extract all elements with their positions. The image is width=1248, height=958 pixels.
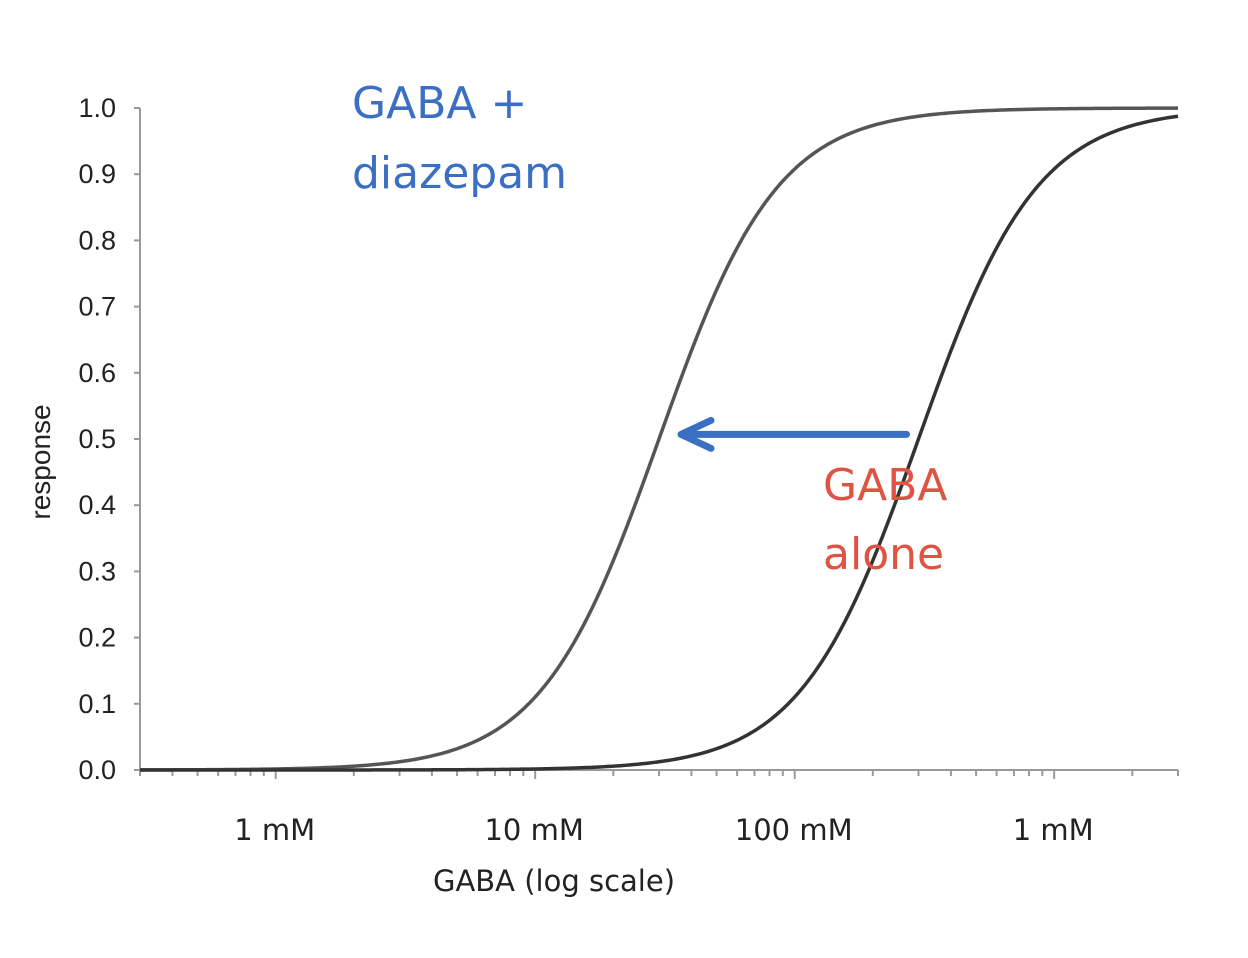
curve-gaba-alone [140,114,1179,772]
x-tick-label: 1 mM [1013,813,1094,847]
y-tick-label: 0.0 [78,755,116,785]
y-tick-label: 0.1 [78,689,116,719]
x-tick-label: 1 mM [234,813,315,847]
shift-arrow [677,416,910,452]
annotation-line: GABA + [352,78,527,129]
curve-gaba-plus-diazepam [139,106,1179,772]
y-axis-title: response [25,404,56,519]
y-tick-label: 1.0 [78,93,116,123]
y-tick-label: 0.5 [78,424,116,454]
y-tick-label: 0.9 [78,159,116,189]
y-tick-label: 0.3 [78,556,116,586]
x-tick-label: 10 mM [484,813,583,847]
annotation-line: alone [823,529,944,580]
annotation-gaba-plus-diazepam: GABA + diazepam [352,78,567,199]
arrow-head [677,416,715,452]
y-tick-label: 0.4 [78,490,116,520]
annotation-line: GABA [823,460,947,511]
y-tick-label: 0.8 [78,225,116,255]
curves [139,106,1179,772]
y-ticks: 0.0 0.1 0.2 0.3 0.4 0.5 0.6 0.7 0.8 0.9 1.0 [78,93,140,785]
annotation-line: diazepam [352,148,567,199]
x-ticks [139,770,1179,779]
annotation-gaba-alone: GABA alone [823,460,947,580]
x-tick-labels: 1 mM 10 mM 100 mM 1 mM [234,813,1093,847]
y-tick-label: 0.7 [78,292,116,322]
x-tick-label: 100 mM [735,813,853,847]
y-tick-label: 0.6 [78,358,116,388]
x-axis-title: GABA (log scale) [433,864,675,898]
y-tick-label: 0.2 [78,623,116,653]
